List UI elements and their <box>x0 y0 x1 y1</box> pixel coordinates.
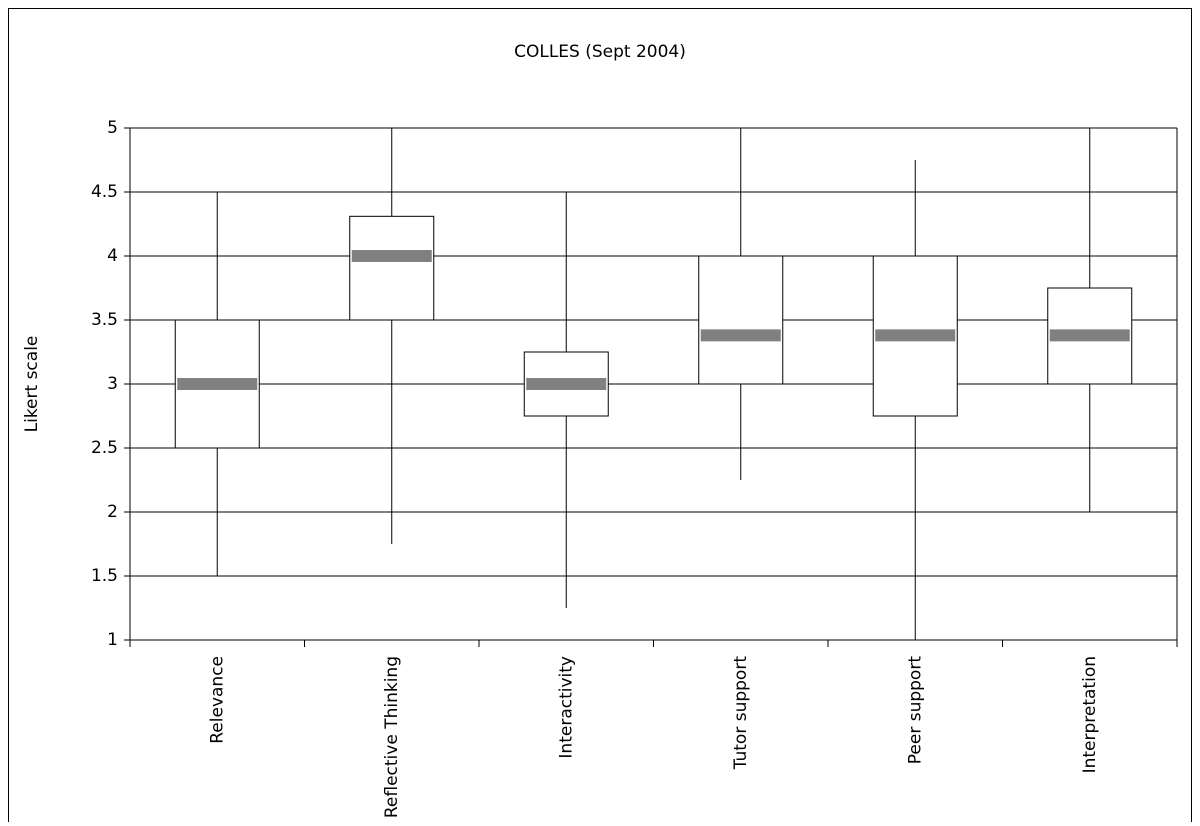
y-tick-label: 5 <box>107 118 118 138</box>
x-tick-label: Reflective Thinking <box>382 656 402 818</box>
y-tick-label: 4.5 <box>91 182 118 202</box>
median <box>351 250 432 262</box>
median <box>1049 329 1130 342</box>
x-tick-label: Tutor support <box>731 656 751 771</box>
median <box>526 378 607 390</box>
median <box>700 329 781 342</box>
chart-title: COLLES (Sept 2004) <box>514 42 686 62</box>
y-axis-label: Likert scale <box>22 336 42 433</box>
y-tick-label: 3 <box>107 374 118 394</box>
y-tick-label: 2.5 <box>91 438 118 458</box>
median <box>177 378 258 390</box>
box <box>349 215 435 321</box>
y-tick-label: 2 <box>107 502 118 522</box>
x-tick-label: Peer support <box>905 656 925 765</box>
x-tick-label: Interpretation <box>1080 656 1100 773</box>
y-tick-label: 1 <box>107 630 118 650</box>
x-tick-label: Relevance <box>207 656 227 744</box>
y-tick-label: 3.5 <box>91 310 118 330</box>
y-tick-label: 4 <box>107 246 118 266</box>
y-tick-label: 1.5 <box>91 566 118 586</box>
median <box>875 329 956 342</box>
x-tick-label: Interactivity <box>556 656 576 759</box>
box <box>698 255 784 385</box>
